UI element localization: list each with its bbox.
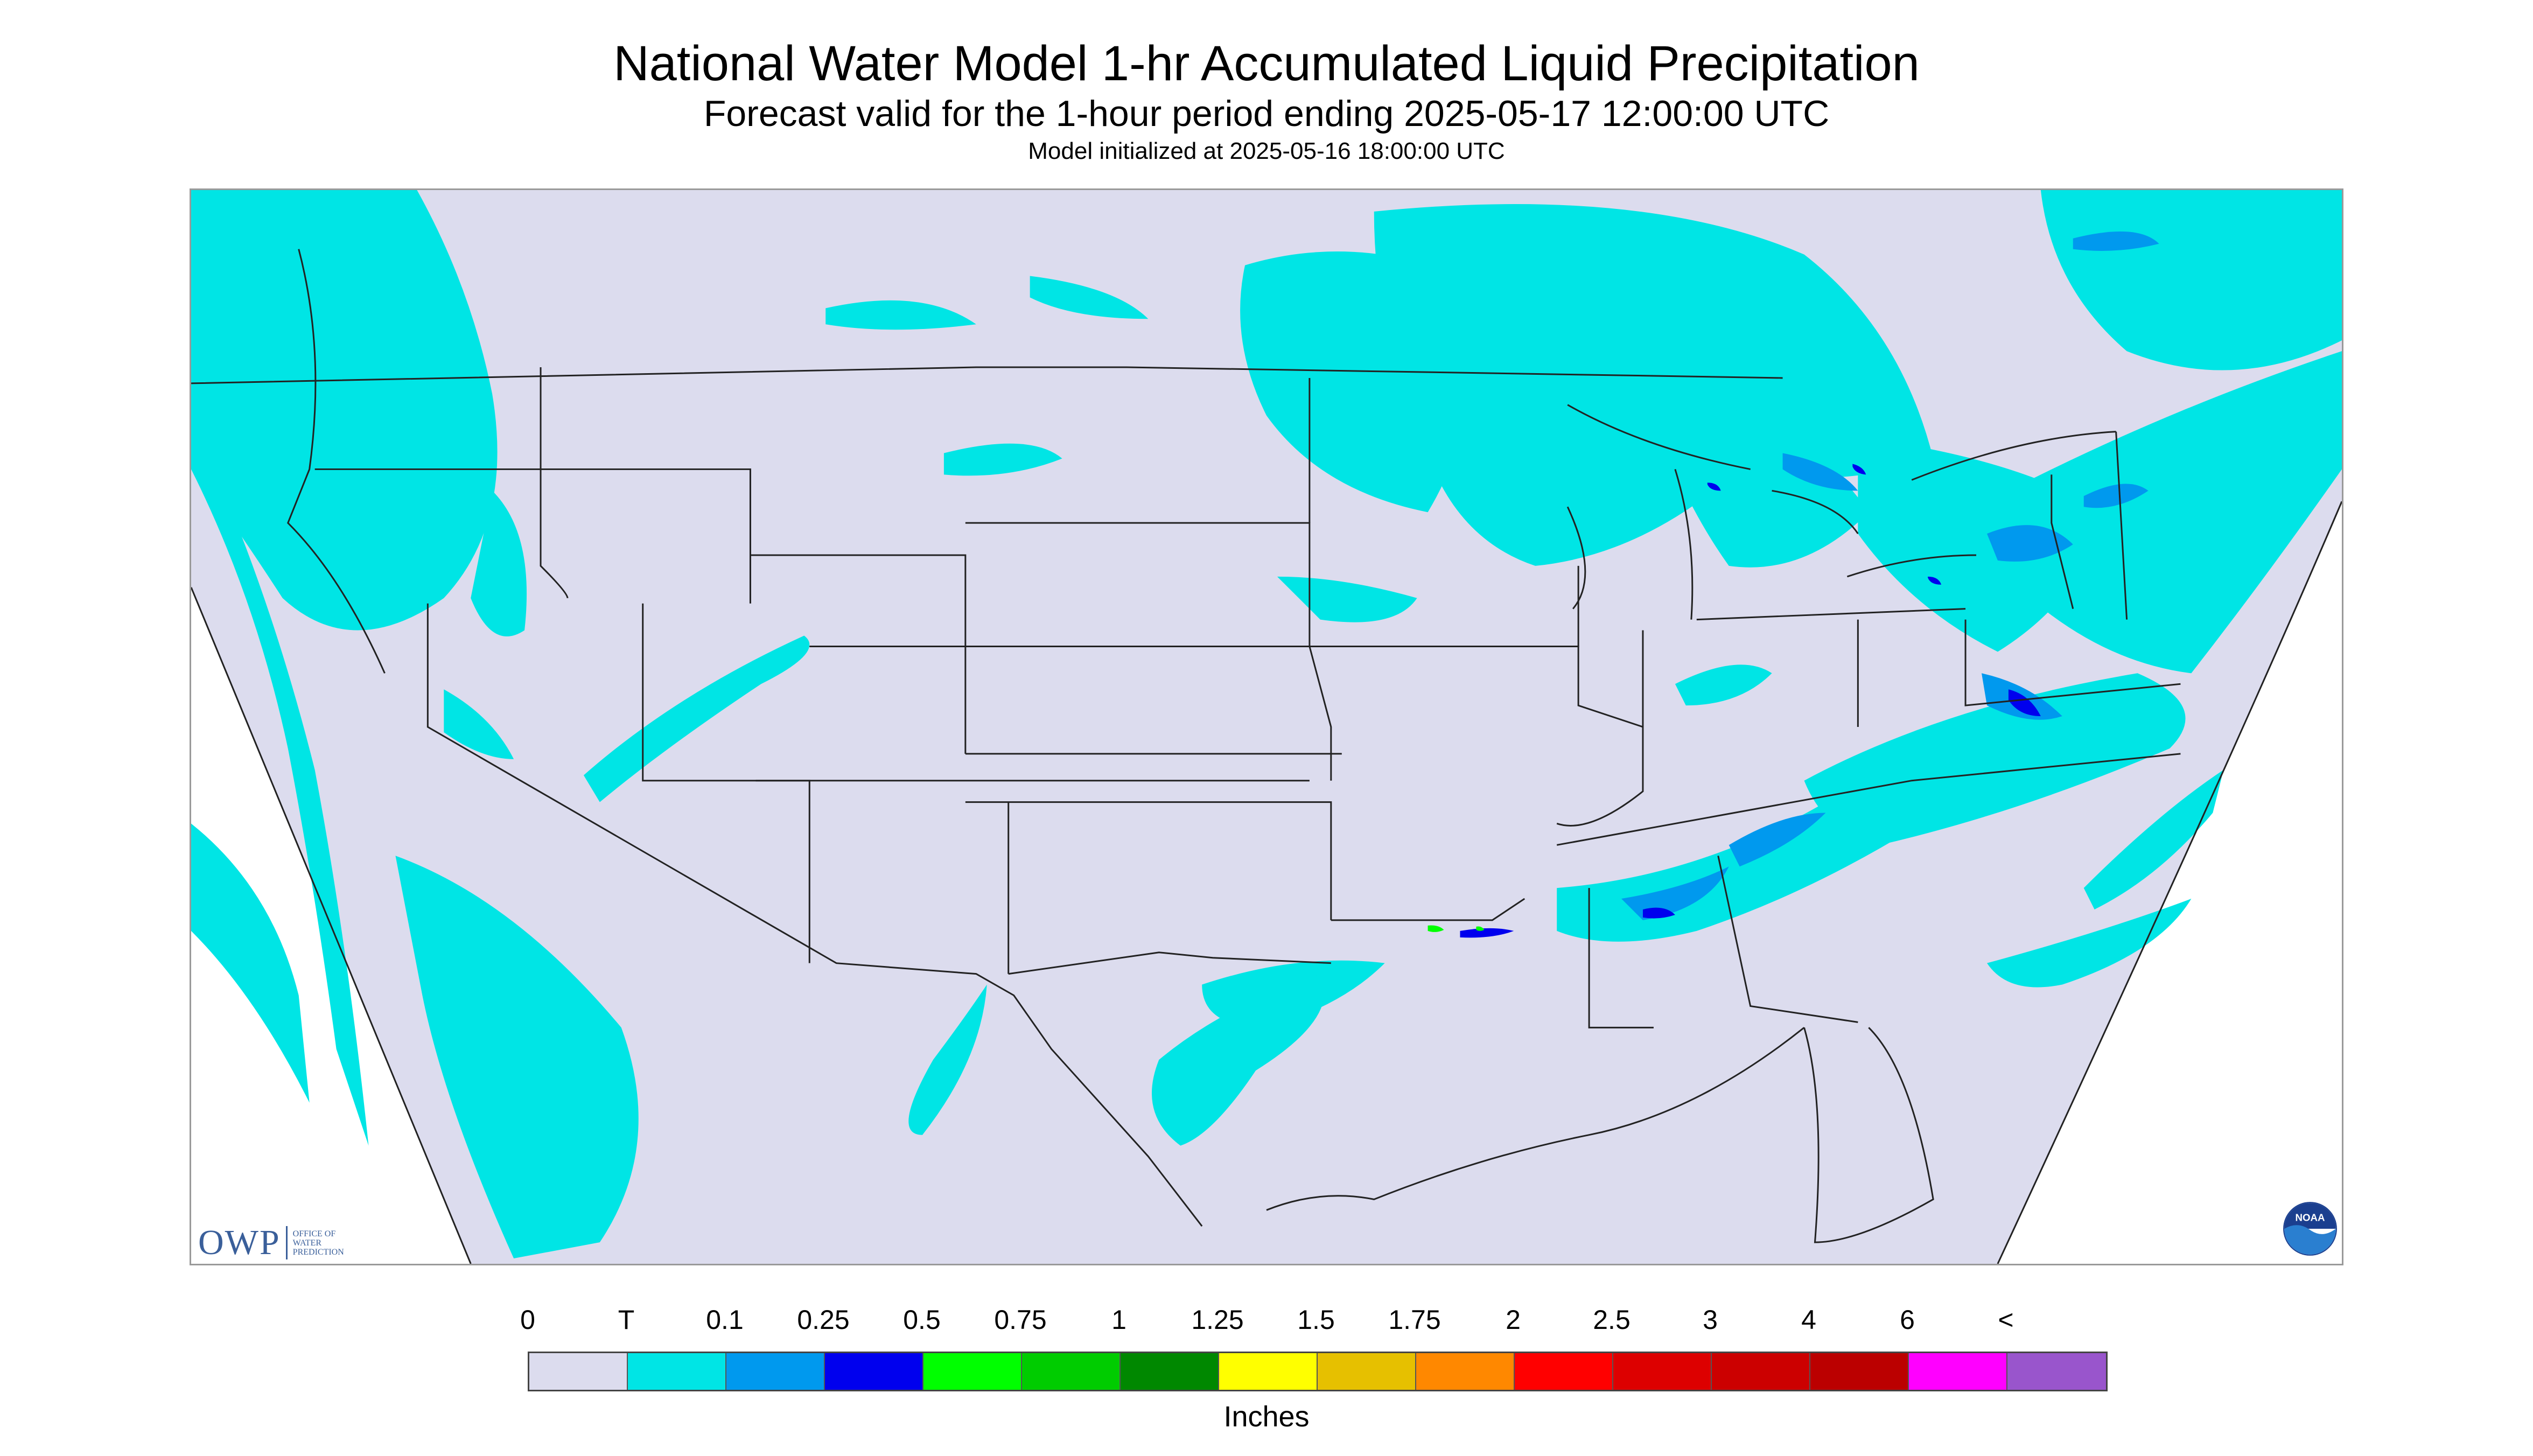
- legend-tick-label: 0.1: [706, 1305, 744, 1335]
- legend-swatch: [726, 1353, 825, 1390]
- forecast-valid-subtitle: Forecast valid for the 1-hour period end…: [703, 93, 1830, 134]
- legend-tick-label: T: [618, 1305, 635, 1335]
- owp-logo-divider: [285, 1226, 288, 1259]
- owp-logo-text: OWP: [198, 1223, 281, 1262]
- owp-logo-subtitle: OFFICE OF WATER PREDICTION: [293, 1229, 344, 1257]
- legend-tick-label: 1.25: [1191, 1305, 1244, 1335]
- legend-tick-label: 2: [1506, 1305, 1521, 1335]
- legend-tick-label: 1.75: [1388, 1305, 1441, 1335]
- legend-tick-label: 1.5: [1297, 1305, 1335, 1335]
- legend-swatch: [529, 1353, 628, 1390]
- noaa-logo-text: NOAA: [2295, 1212, 2325, 1223]
- legend-tick-label: 4: [1801, 1305, 1816, 1335]
- legend-tick-label: 0: [520, 1305, 535, 1335]
- legend-swatch: [1909, 1353, 2007, 1390]
- legend-tick-label: 1: [1111, 1305, 1126, 1335]
- legend-swatch: [1515, 1353, 1613, 1390]
- noaa-logo: NOAA: [2283, 1202, 2337, 1256]
- legend-swatch: [1416, 1353, 1515, 1390]
- legend-swatch: [1121, 1353, 1219, 1390]
- legend-swatch: [1219, 1353, 1318, 1390]
- owp-logo: OWP OFFICE OF WATER PREDICTION: [198, 1222, 344, 1263]
- precip-0-25-layer: [1460, 464, 2041, 938]
- legend-tick-label: 6: [1900, 1305, 1915, 1335]
- legend-swatch: [1810, 1353, 1909, 1390]
- owp-logo-line: WATER: [292, 1238, 321, 1248]
- map-canvas: [191, 190, 2342, 1264]
- model-init-subtitle: Model initialized at 2025-05-16 18:00:00…: [1028, 138, 1505, 164]
- legend-swatch: [1318, 1353, 1416, 1390]
- legend-tick-label: 3: [1703, 1305, 1718, 1335]
- owp-logo-line: PREDICTION: [292, 1247, 344, 1257]
- legend-tick-label: 0.75: [994, 1305, 1047, 1335]
- map-title: National Water Model 1-hr Accumulated Li…: [613, 36, 1920, 91]
- legend-swatches: [528, 1352, 2108, 1391]
- legend-swatch: [1022, 1353, 1121, 1390]
- precip-0-5-layer: [1428, 925, 1485, 932]
- precip-0-1-layer: [1621, 231, 2159, 920]
- legend-swatch: [1712, 1353, 1810, 1390]
- legend-units-label: Inches: [1223, 1401, 1310, 1433]
- legend-swatch: [825, 1353, 923, 1390]
- legend-swatch: [923, 1353, 1022, 1390]
- legend-swatch: [628, 1353, 726, 1390]
- color-legend: 0 T 0.1 0.25 0.5 0.75 1 1.25 1.5 1.75 2 2.5 3 4 6 <: [520, 1292, 2108, 1391]
- precipitation-map: [190, 188, 2343, 1265]
- legend-tick-label: <: [1998, 1305, 2014, 1335]
- legend-tick-label: 0.25: [797, 1305, 850, 1335]
- legend-swatch: [1613, 1353, 1712, 1390]
- legend-swatch: [2007, 1353, 2106, 1390]
- boundary-lines: [191, 249, 2342, 1264]
- owp-logo-line: OFFICE OF: [292, 1229, 336, 1238]
- legend-tick-label: 2.5: [1593, 1305, 1631, 1335]
- legend-tick-label: 0.5: [903, 1305, 941, 1335]
